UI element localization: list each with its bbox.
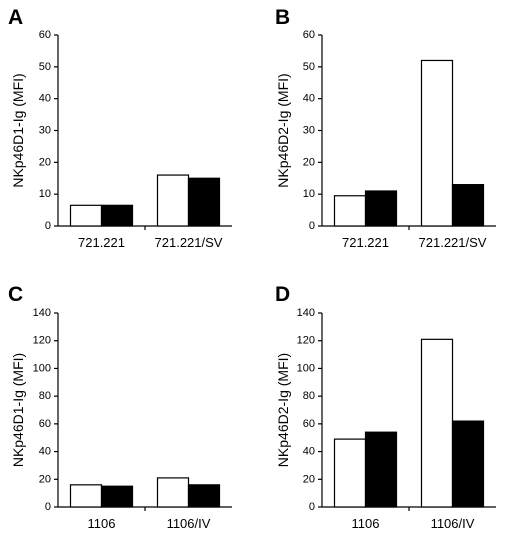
x-category-label: 1106/IV bbox=[167, 516, 211, 531]
bar bbox=[156, 174, 190, 227]
y-axis-label: NKp46D2-Ig (MFI) bbox=[275, 353, 291, 467]
bar bbox=[100, 204, 134, 227]
bar bbox=[156, 477, 190, 508]
y-axis-label: NKp46D1-Ig (MFI) bbox=[10, 73, 26, 187]
panel-letter: A bbox=[8, 6, 23, 29]
bar bbox=[364, 431, 398, 508]
x-category-label: 721.221 bbox=[78, 235, 125, 250]
bar bbox=[364, 190, 398, 227]
panel-d: D NKp46D2-Ig (MFI) 0 20 40 60 80 100 120 140 1106 1… bbox=[275, 283, 496, 531]
y-tick-label: 30 bbox=[39, 125, 51, 137]
y-tick-label: 40 bbox=[303, 446, 315, 458]
bar bbox=[187, 177, 221, 227]
y-tick-label: 100 bbox=[33, 362, 51, 374]
y-tick-label: 120 bbox=[33, 335, 51, 347]
y-axis-label: NKp46D2-Ig (MFI) bbox=[275, 73, 291, 187]
y-tick-label: 140 bbox=[297, 307, 315, 319]
bar bbox=[420, 338, 454, 508]
x-category-label: 721.221 bbox=[342, 235, 389, 250]
y-tick-label: 60 bbox=[303, 29, 315, 41]
bar bbox=[69, 484, 103, 508]
x-category-label: 1106 bbox=[352, 516, 380, 531]
y-tick-label: 0 bbox=[309, 220, 315, 232]
bar bbox=[451, 420, 485, 508]
y-tick-label: 20 bbox=[39, 473, 51, 485]
bar bbox=[420, 59, 454, 227]
y-tick-label: 100 bbox=[297, 362, 315, 374]
panel-c: C NKp46D1-Ig (MFI) 0 20 40 60 80 100 120 140 1106 1… bbox=[8, 283, 232, 531]
y-tick-label: 0 bbox=[45, 220, 51, 232]
y-tick-label: 60 bbox=[39, 418, 51, 430]
bar bbox=[100, 485, 134, 508]
x-category-label: 721.221/SV bbox=[419, 235, 487, 250]
y-tick-label: 20 bbox=[303, 473, 315, 485]
y-tick-label: 10 bbox=[303, 188, 315, 200]
y-tick-label: 50 bbox=[39, 61, 51, 73]
y-tick-label: 10 bbox=[39, 188, 51, 200]
y-tick-label: 120 bbox=[297, 335, 315, 347]
y-tick-label: 30 bbox=[303, 125, 315, 137]
y-tick-label: 0 bbox=[309, 501, 315, 513]
panel-letter: D bbox=[275, 283, 290, 306]
bar bbox=[69, 204, 103, 227]
panel-b: B NKp46D2-Ig (MFI) 0 10 20 30 40 50 60 721.221 721… bbox=[275, 6, 496, 250]
y-axis-label: NKp46D1-Ig (MFI) bbox=[10, 353, 26, 467]
x-category-label: 1106 bbox=[88, 516, 116, 531]
bar bbox=[333, 438, 367, 508]
y-tick-label: 40 bbox=[39, 446, 51, 458]
y-tick-label: 40 bbox=[303, 93, 315, 105]
y-tick-label: 40 bbox=[39, 93, 51, 105]
x-category-label: 721.221/SV bbox=[155, 235, 223, 250]
y-tick-label: 80 bbox=[303, 390, 315, 402]
panel-letter: B bbox=[275, 6, 290, 29]
y-tick-label: 80 bbox=[39, 390, 51, 402]
bar bbox=[187, 484, 221, 508]
panel-a: A NKp46D1-Ig (MFI) 0 10 20 30 40 50 60 721.221 721… bbox=[8, 6, 232, 250]
bar bbox=[333, 195, 367, 227]
bar bbox=[451, 184, 485, 227]
y-tick-label: 50 bbox=[303, 61, 315, 73]
y-tick-label: 20 bbox=[39, 156, 51, 168]
panel-letter: C bbox=[8, 283, 23, 306]
x-category-label: 1106/IV bbox=[431, 516, 475, 531]
y-tick-label: 60 bbox=[39, 29, 51, 41]
y-tick-label: 60 bbox=[303, 418, 315, 430]
y-tick-label: 0 bbox=[45, 501, 51, 513]
y-tick-label: 20 bbox=[303, 156, 315, 168]
y-tick-label: 140 bbox=[33, 307, 51, 319]
